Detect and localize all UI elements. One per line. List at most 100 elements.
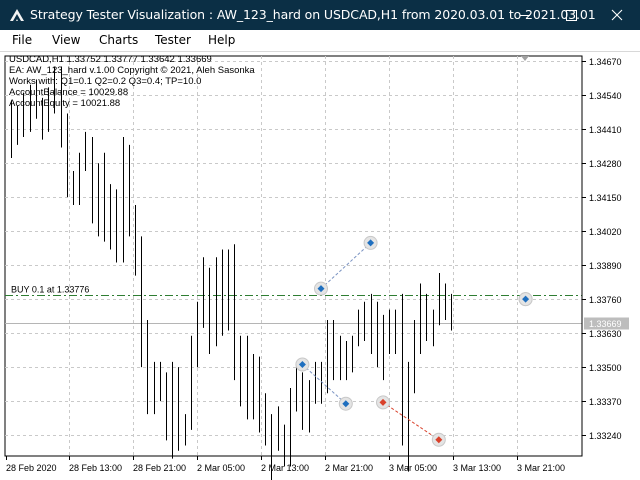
candle-body [61,79,62,132]
price-chart[interactable]: 1.34670 1.34540 1.34410 1.34280 1.34150 1.340… [0,52,640,480]
candle-body [414,335,415,381]
x-tick-label: 28 Feb 2020 [6,463,57,473]
candle-body [98,171,99,211]
candle-body [203,275,204,321]
candle-body [228,262,229,321]
menu-view[interactable]: View [52,33,81,47]
candle-body [426,301,427,321]
y-tick-label: 1.33370 [589,397,622,407]
y-tick-label: 1.33630 [589,329,622,339]
candle-body [408,380,409,420]
trade-connector [382,401,440,441]
candle-body [358,320,359,341]
candle-body [296,380,297,399]
trade-arrow [317,285,325,293]
window-title: Strategy Tester Visualization : AW_123_h… [30,7,596,22]
y-tick-label: 1.34280 [589,159,622,169]
close-icon [611,9,623,21]
candle-body [141,241,142,341]
menu-help[interactable]: Help [208,33,236,47]
candle-body [395,327,396,341]
candle-body [377,309,378,355]
candle-body [209,275,210,341]
candle-body [42,108,43,124]
title-bar: Strategy Tester Visualization : AW_123_h… [0,0,640,30]
candle-body [110,197,111,232]
chart-info-params: Works with: Q1=0.1 Q2=0.2 Q3=0.4; TP=10.… [9,76,202,87]
candle-body [383,320,384,355]
candle-body [290,398,291,451]
chart-canvas[interactable]: 1.34670 1.34540 1.34410 1.34280 1.34150 1.340… [0,52,640,480]
candle-body [284,440,285,451]
app-icon [10,9,24,21]
chart-shift-icon[interactable] [521,56,529,61]
candle-body [265,414,266,433]
candle-body [259,367,260,415]
candle-body [321,372,322,389]
candle-body [222,267,223,321]
menu-file[interactable]: File [12,33,33,47]
candle-body [30,100,31,130]
plot-area [4,55,583,457]
trade-arrow [379,398,387,406]
candle-body [439,288,440,315]
y-tick-label: 1.34540 [589,91,622,101]
maximize-icon [566,10,577,21]
y-tick-label: 1.33760 [589,295,622,305]
candle-body [123,157,124,253]
candle-body [79,163,80,190]
candle-body [346,348,347,368]
maximize-button[interactable] [548,0,594,30]
y-tick-label: 1.33500 [589,363,622,373]
candle-body [234,262,235,368]
close-button[interactable] [594,0,640,30]
candle-body [85,144,86,164]
trade-connector [320,242,371,290]
candle-body [23,118,24,130]
candle-body [36,100,37,109]
x-tick-label: 28 Feb 21:00 [133,463,186,473]
candle-body [340,348,341,368]
chart-info-symbol: USDCAD,H1 1.33752 1.33777 1.33642 1.3366… [9,54,212,65]
candle-body [178,374,179,433]
chart-info-ea: EA: AW_123_hard v.1.00 Copyright © 2021,… [9,65,255,76]
candle-body [420,301,421,336]
candle-body [402,327,403,420]
candle-body [278,424,279,441]
candle-body [135,223,136,242]
candle-body [160,380,161,389]
candle-body [247,346,248,407]
candle-body [54,79,55,106]
trade-arrow [298,360,306,368]
candle-body [371,309,372,328]
trade-arrow [522,295,530,303]
candle-body [67,131,68,185]
candle-body [154,380,155,399]
menu-bar: File View Charts Tester Help [0,30,640,52]
y-tick-label: 1.33890 [589,261,622,271]
candle-body [73,184,74,190]
trade-arrow [435,436,443,444]
candle-body [253,367,254,407]
y-tick-label: 1.34150 [589,193,622,203]
candle-body [11,121,12,132]
minimize-button[interactable] [502,0,548,30]
x-tick-label: 3 Mar 05:00 [389,463,437,473]
candle-body [197,320,198,355]
candle-body [433,314,434,321]
menu-charts[interactable]: Charts [99,33,139,47]
x-tick-label: 28 Feb 13:00 [69,463,122,473]
candle-body [185,424,186,433]
x-tick-label: 3 Mar 21:00 [517,463,565,473]
y-tick-label: 1.34410 [589,125,622,135]
chart-info-equity: AccountEquity = 10021.88 [9,98,121,109]
candle-body [333,335,334,368]
candle-body [216,267,217,341]
candle-body [147,340,148,399]
menu-tester[interactable]: Tester [155,33,191,47]
candle-body [104,171,105,232]
candle-body [271,424,272,433]
candle-body [48,105,49,124]
candle-body [364,320,365,328]
candle-body [240,346,241,368]
